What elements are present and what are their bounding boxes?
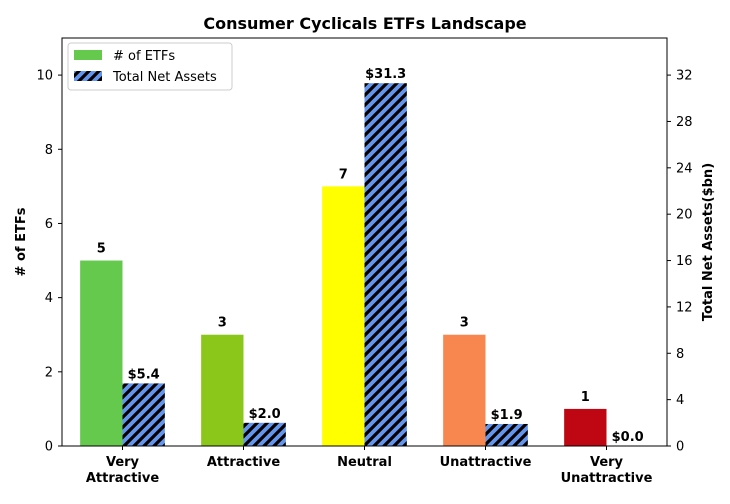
x-tick-label-4-0: Very xyxy=(590,455,624,470)
data-label-etfs-2: 7 xyxy=(339,167,348,182)
bar-etfs-0 xyxy=(80,260,123,446)
chart-title: Consumer Cyclicals ETFs Landscape xyxy=(203,14,526,33)
y-right-tick-label-2: 8 xyxy=(676,347,684,362)
y-left-tick-label-4: 8 xyxy=(45,143,53,158)
y-right-tick-label-8: 32 xyxy=(676,69,693,84)
bar-assets-0 xyxy=(122,383,165,446)
bar-etfs-4 xyxy=(564,408,607,446)
y-right-tick-label-7: 28 xyxy=(676,115,693,130)
data-label-etfs-3: 3 xyxy=(460,316,469,331)
legend: # of ETFs Total Net Assets xyxy=(67,42,233,91)
x-tick-label-2-0: Neutral xyxy=(337,455,392,470)
data-label-assets-3: $1.9 xyxy=(491,408,523,423)
legend-label-assets: Total Net Assets xyxy=(112,70,217,85)
y-left-tick-label-1: 2 xyxy=(45,365,53,380)
x-tick-label-0-1: Attractive xyxy=(86,471,160,486)
data-label-assets-1: $2.0 xyxy=(249,407,281,422)
y-left-tick-label-5: 10 xyxy=(36,69,53,84)
y-left-tick-label-3: 6 xyxy=(45,217,53,232)
x-tick-label-1-0: Attractive xyxy=(207,455,281,470)
x-tick-label-0-0: Very xyxy=(106,455,140,470)
bar-assets-2 xyxy=(364,83,407,447)
data-label-etfs-4: 1 xyxy=(581,390,590,405)
y-right-tick-label-0: 0 xyxy=(676,440,684,455)
legend-swatch-etfs xyxy=(74,50,102,60)
legend-frame xyxy=(67,42,233,91)
data-label-assets-4: $0.0 xyxy=(612,430,644,445)
y-left-tick-label-2: 4 xyxy=(45,291,53,306)
y-right-tick-label-5: 20 xyxy=(676,208,693,223)
bar-assets-1 xyxy=(243,422,286,446)
bar-etfs-1 xyxy=(201,334,244,446)
legend-label-etfs: # of ETFs xyxy=(113,49,175,64)
y-left-tick-label-0: 0 xyxy=(45,440,53,455)
bar-etfs-2 xyxy=(322,186,365,446)
data-label-assets-2: $31.3 xyxy=(365,67,406,82)
data-label-assets-0: $5.4 xyxy=(128,367,160,382)
x-tick-label-3-0: Unattractive xyxy=(440,455,532,470)
x-tick-label-4-1: Unattractive xyxy=(561,471,653,486)
y-right-tick-label-4: 16 xyxy=(676,254,693,269)
y-right-tick-label-6: 24 xyxy=(676,161,693,176)
y-right-tick-label-3: 12 xyxy=(676,300,693,315)
bar-assets-3 xyxy=(485,423,528,446)
data-label-etfs-0: 5 xyxy=(97,242,106,257)
data-label-etfs-1: 3 xyxy=(218,316,227,331)
y-axis-right-label: Total Net Assets($bn) xyxy=(701,163,716,321)
plot-area: 5 $5.4 3 $2.0 7 $31.3 3 $1.9 1 $0.0 xyxy=(80,67,644,447)
bar-etfs-3 xyxy=(443,334,486,446)
legend-swatch-assets xyxy=(74,71,102,81)
y-axis-left-label: # of ETFs xyxy=(14,207,29,276)
y-right-tick-label-1: 4 xyxy=(676,393,684,408)
